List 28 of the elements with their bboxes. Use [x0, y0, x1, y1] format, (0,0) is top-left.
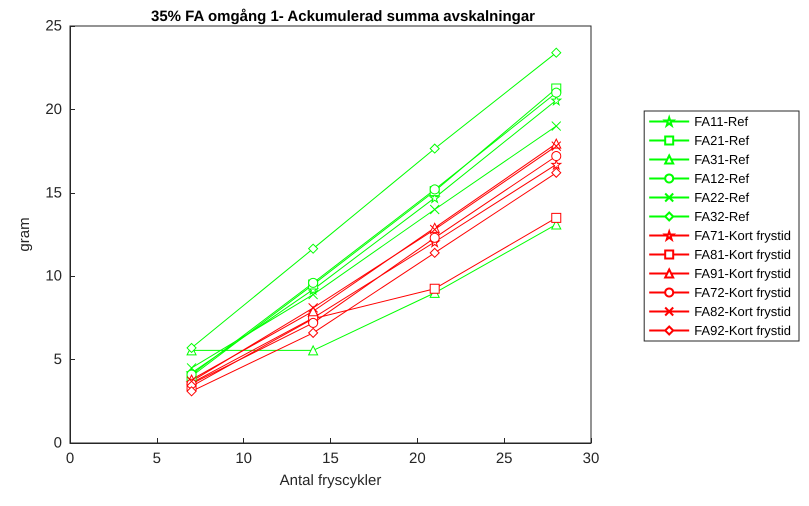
legend-label: FA81-Kort frystid: [694, 247, 792, 262]
y-tick-label: 20: [45, 100, 62, 118]
y-tick-label: 5: [54, 351, 62, 368]
x-axis-title: Antal fryscykler: [280, 472, 382, 489]
x-tick-label: 30: [582, 450, 600, 467]
legend-label: FA11-Ref: [694, 114, 749, 129]
x-tick-label: 5: [152, 450, 162, 467]
legend-label: FA32-Ref: [694, 209, 750, 224]
x-tick-label: 25: [496, 450, 513, 467]
legend-label: FA91-Kort frystid: [694, 266, 792, 281]
y-tick-label: 10: [45, 268, 62, 285]
x-tick-label: 20: [408, 450, 426, 467]
legend-label: FA92-Kort frystid: [694, 323, 792, 338]
x-tick-label: 10: [235, 450, 252, 467]
y-tick-label: 0: [54, 434, 62, 452]
y-tick-label: 25: [45, 18, 62, 34]
x-tick-label: 0: [66, 450, 74, 467]
chart-title: 35% FA omgång 1- Ackumulerad summa avskalningar: [150, 8, 536, 25]
legend-label: FA71-Kort frystid: [694, 228, 792, 243]
legend-label: FA72-Kort frystid: [694, 285, 792, 300]
legend-label: FA22-Ref: [694, 190, 750, 205]
legend-label: FA21-Ref: [694, 133, 750, 148]
y-axis-title: gram: [16, 217, 33, 252]
y-tick-label: 15: [45, 184, 62, 202]
x-tick-label: 15: [322, 450, 339, 467]
legend-label: FA12-Ref: [694, 171, 750, 186]
legend-label: FA31-Ref: [694, 152, 750, 167]
legend-label: FA82-Kort frystid: [694, 304, 792, 319]
